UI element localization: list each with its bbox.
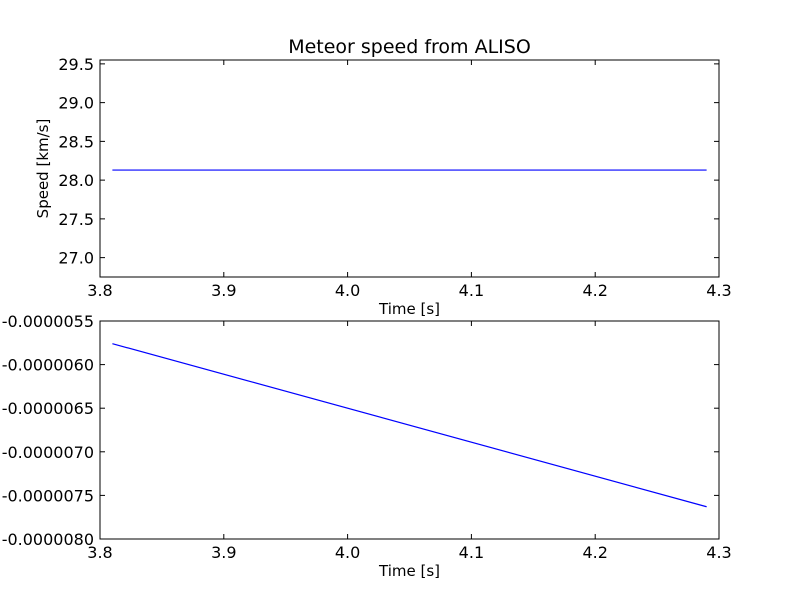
top-x-tick-label: 4.2 [582, 281, 607, 300]
top-y-tick-label: 29.5 [58, 55, 94, 74]
top-x-axis-label: Time [s] [378, 300, 440, 318]
bottom-y-tick-label: -0.0000055 [2, 312, 94, 331]
top-x-tick-label: 4.0 [335, 281, 360, 300]
bottom-series-line [112, 343, 707, 508]
bottom-axes: 3.8 3.9 4.0 4.1 4.2 4.3 -0.0000055 -0.0000060 -0… [2, 312, 732, 580]
bottom-x-tick-label: 3.9 [211, 543, 236, 562]
bottom-x-tick-label: 3.8 [87, 543, 112, 562]
top-x-tick-label: 3.9 [211, 281, 236, 300]
bottom-y-tick-label: -0.0000070 [2, 443, 94, 462]
bottom-x-tick-label: 4.3 [706, 543, 731, 562]
bottom-x-axis-label: Time [s] [378, 562, 440, 580]
top-y-tick-label: 28.5 [58, 132, 94, 151]
top-y-tick-label: 27.5 [58, 210, 94, 229]
bottom-x-tick-label: 4.1 [459, 543, 484, 562]
bottom-x-tick-label: 4.2 [582, 543, 607, 562]
bottom-axes-frame [99, 320, 720, 540]
top-axes: 3.8 3.9 4.0 4.1 4.2 4.3 27.0 27.5 28.0 28.5 29.0 29… [34, 36, 732, 318]
bottom-y-tick-label: -0.0000075 [2, 486, 94, 505]
bottom-y-tick-label: -0.0000080 [2, 530, 94, 549]
top-y-tick-label: 28.0 [58, 171, 94, 190]
top-y-axis-label: Speed [km/s] [34, 119, 52, 219]
bottom-x-tick-label: 4.0 [335, 543, 360, 562]
top-chart-title: Meteor speed from ALISO [288, 36, 531, 58]
bottom-y-tick-label: -0.0000065 [2, 399, 94, 418]
top-x-tick-label: 4.3 [706, 281, 731, 300]
top-x-tick-label: 4.1 [459, 281, 484, 300]
top-y-tick-label: 29.0 [58, 94, 94, 113]
top-axes-frame [99, 59, 720, 278]
top-x-tick-label: 3.8 [87, 281, 112, 300]
top-y-tick-label: 27.0 [58, 249, 94, 268]
bottom-y-tick-label: -0.0000060 [2, 356, 94, 375]
